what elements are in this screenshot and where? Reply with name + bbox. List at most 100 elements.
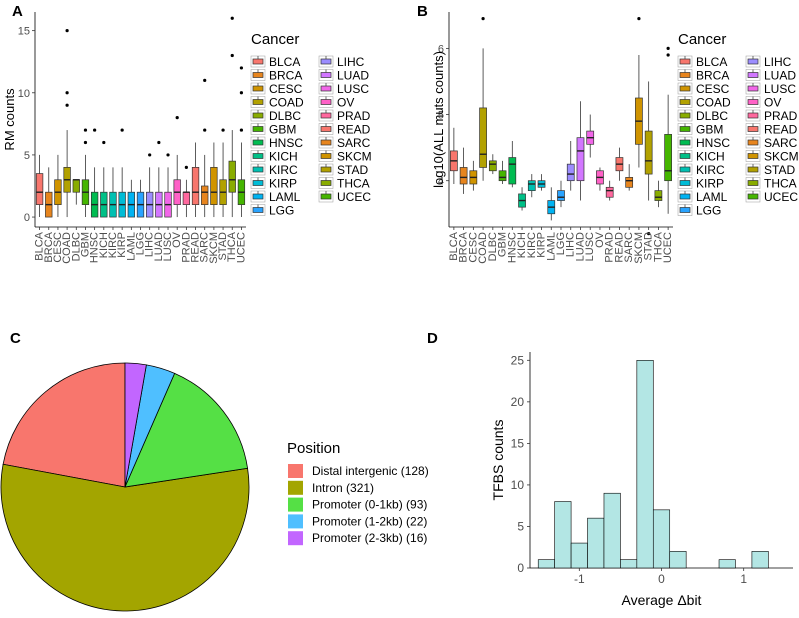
x-tick-label: READ xyxy=(613,232,625,263)
box-coad xyxy=(479,107,487,168)
histogram-bar xyxy=(669,551,687,569)
legend-label-kirp: KIRP xyxy=(696,177,724,191)
legend-swatch xyxy=(288,464,303,478)
outlier-point xyxy=(239,66,244,70)
x-axis-title: Average Δbit xyxy=(622,592,702,608)
legend-swatch xyxy=(288,531,303,546)
legend-swatch xyxy=(747,180,759,186)
outlier-point xyxy=(120,128,124,132)
legend-label-blca: BLCA xyxy=(696,55,727,69)
legend-label-cesc: CESC xyxy=(269,82,303,96)
legend-label-lusc: LUSC xyxy=(337,82,369,96)
y-tick-label: 10 xyxy=(18,88,30,100)
outlier-point xyxy=(157,140,161,145)
x-tick-label: LIHC xyxy=(565,232,577,257)
x-tick-label: UCEC xyxy=(662,232,674,263)
outlier-point xyxy=(65,29,69,33)
outlier-point xyxy=(102,140,106,145)
outlier-point xyxy=(239,128,244,132)
legend-swatch xyxy=(679,58,691,65)
legend-label: Promoter (2-3kb) (16) xyxy=(312,531,427,545)
legend-swatch xyxy=(679,180,691,186)
legend-label-laml: LAML xyxy=(269,190,301,204)
legend-label-kich: KICH xyxy=(269,150,298,164)
legend-swatch xyxy=(252,180,264,186)
x-tick-label: KICH xyxy=(98,232,110,258)
legend-label: Intron (321) xyxy=(312,481,374,495)
x-tick-label: UCEC xyxy=(235,232,247,263)
legend-swatch xyxy=(320,72,332,78)
outlier-point xyxy=(166,153,170,157)
legend-swatch xyxy=(747,72,759,78)
y-tick-label: 0 xyxy=(24,212,30,224)
x-tick-label: GBM xyxy=(79,232,91,257)
legend-label-stad: STAD xyxy=(337,163,368,177)
legend-label-lgg: LGG xyxy=(696,204,721,218)
x-tick-label: OV xyxy=(594,231,606,248)
x-tick-label: BRCA xyxy=(43,231,55,262)
legend-swatch xyxy=(320,112,332,119)
outlier-point xyxy=(175,116,179,120)
box-sarc xyxy=(625,177,634,188)
x-tick-label: LAML xyxy=(545,232,557,261)
histogram-bar xyxy=(537,559,555,569)
x-tick-label: LAML xyxy=(125,232,137,261)
box-lgg xyxy=(557,190,565,201)
pie-slice-2 xyxy=(124,372,249,488)
legend-label: Promoter (0-1kb) (93) xyxy=(312,498,427,512)
legend-label-skcm: SKCM xyxy=(337,150,372,164)
legend-label-lihc: LIHC xyxy=(764,55,792,69)
x-tick-label: CESC xyxy=(52,232,64,263)
box-stad xyxy=(644,130,653,175)
x-tick-label: DLBC xyxy=(70,232,82,261)
x-tick-label: DLBC xyxy=(487,232,499,261)
legend-label-lihc: LIHC xyxy=(337,55,365,69)
legend-label-stad: STAD xyxy=(764,163,795,177)
legend-swatch xyxy=(252,193,264,200)
legend-label-read: READ xyxy=(337,123,371,137)
legend-swatch xyxy=(252,99,264,105)
legend-swatch xyxy=(288,514,303,529)
legend-label-lgg: LGG xyxy=(269,204,294,218)
box-skcm xyxy=(210,166,218,205)
outlier-point xyxy=(65,103,69,107)
x-tick-label: LGG xyxy=(555,232,567,255)
x-tick-label: COAD xyxy=(477,232,489,264)
outlier-point xyxy=(666,53,670,57)
legend-swatch xyxy=(679,72,691,78)
box-ucec xyxy=(664,134,672,182)
legend-label-sarc: SARC xyxy=(337,136,371,150)
legend-label-sarc: SARC xyxy=(764,136,798,150)
pie-slice-4 xyxy=(124,362,147,488)
x-tick-label: LUAD xyxy=(574,232,586,261)
x-tick-label: THCA xyxy=(226,231,238,262)
legend-label-coad: COAD xyxy=(269,96,304,110)
x-tick-label: COAD xyxy=(61,232,73,264)
x-tick-label: BLCA xyxy=(34,231,46,260)
legend-swatch xyxy=(679,153,691,159)
x-tick-label: KIRC xyxy=(107,232,119,258)
legend-label-skcm: SKCM xyxy=(764,150,799,164)
box-prad xyxy=(182,191,191,205)
legend-swatch xyxy=(288,497,303,512)
histogram-bar xyxy=(554,501,572,569)
y-tick-label: 0 xyxy=(517,561,524,575)
box-kirc xyxy=(527,180,536,191)
legend-swatch xyxy=(747,99,759,105)
legend-title: Cancer xyxy=(678,31,726,48)
legend-swatch xyxy=(320,153,332,159)
outlier-point xyxy=(184,165,188,169)
box-brca xyxy=(459,167,468,185)
box-lihc xyxy=(566,163,575,182)
x-tick-label: STAD xyxy=(643,232,655,261)
y-tick-label: 20 xyxy=(511,395,525,409)
y-axis-title: RM counts xyxy=(2,88,17,151)
legend-label: Distal intergenic (128) xyxy=(312,464,429,478)
legend-swatch xyxy=(252,166,264,173)
x-tick-label: KIRP xyxy=(536,232,548,258)
legend-label-dlbc: DLBC xyxy=(696,109,728,123)
legend-label-ov: OV xyxy=(337,96,354,110)
legend-label-luad: LUAD xyxy=(337,69,369,83)
legend-swatch xyxy=(252,139,264,146)
